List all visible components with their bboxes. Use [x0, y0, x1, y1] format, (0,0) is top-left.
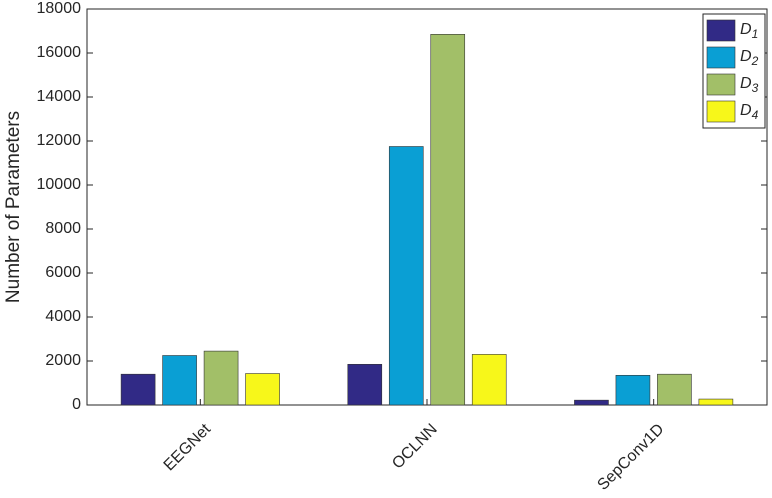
bar [203, 350, 239, 406]
bar [698, 398, 734, 406]
legend-label: D2 [740, 48, 759, 68]
legend-swatch [706, 73, 736, 96]
y-axis-label: Number of Parameters [3, 111, 24, 303]
bar [574, 399, 609, 406]
bar [615, 374, 651, 406]
legend-swatch [706, 100, 736, 123]
y-tick-label: 18000 [37, 0, 82, 17]
axes-box [86, 8, 768, 406]
y-tick-label: 14000 [37, 88, 82, 105]
x-tick-label: EEGNet [161, 420, 215, 474]
bar [388, 146, 424, 406]
legend-swatch [706, 19, 736, 42]
bar [245, 373, 280, 406]
legend-label: D3 [740, 75, 759, 95]
legend-label: D1 [740, 21, 758, 41]
y-tick-label: 6000 [45, 264, 81, 281]
bar [347, 363, 383, 406]
y-tick-label: 8000 [45, 220, 81, 237]
y-tick-label: 4000 [45, 308, 81, 325]
legend-swatch [706, 46, 736, 69]
bar [657, 373, 692, 406]
y-tick-label: 10000 [37, 176, 82, 193]
y-tick-label: 16000 [37, 44, 82, 61]
x-tick-label: SepConv1D [594, 421, 667, 494]
x-tick-label: OCLNN [389, 421, 441, 473]
bar [430, 33, 466, 406]
bar [120, 373, 156, 406]
legend-label: D4 [740, 102, 759, 122]
y-tick-label: 12000 [37, 132, 82, 149]
bar [471, 354, 507, 406]
y-tick-label: 0 [72, 396, 81, 413]
bar [162, 355, 197, 406]
y-tick-label: 2000 [45, 352, 81, 369]
